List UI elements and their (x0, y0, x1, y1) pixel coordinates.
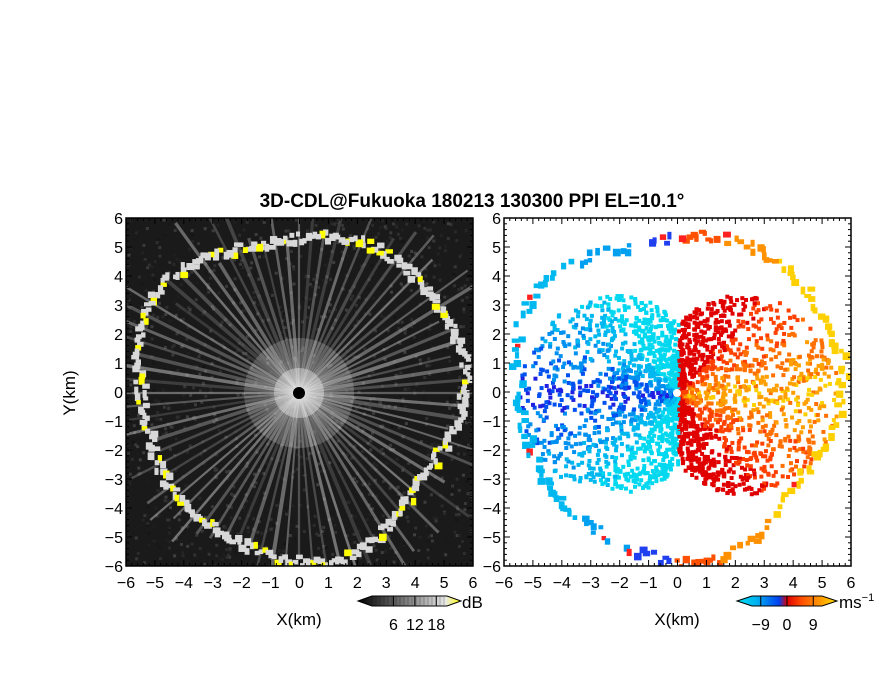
colorbar-tick-label: 12 (406, 617, 424, 634)
x-tick-label: 5 (440, 575, 449, 592)
colorbar-tick-label: −9 (752, 617, 770, 634)
reflectivity-boundary-echo (131, 229, 473, 566)
reflectivity-colorbar: 6 12 18 dB (356, 593, 483, 634)
x-tick-label: −6 (495, 575, 513, 592)
x-tick-label: −4 (553, 575, 571, 592)
velocity-center-marker (673, 389, 681, 397)
reflectivity-colorbar-unit: dB (462, 593, 483, 612)
y-tick-label: −1 (483, 414, 501, 431)
colorbar-tick-label: 18 (427, 617, 445, 634)
figure-title: 3D-CDL@Fukuoka 180213 130300 PPI EL=10.1… (260, 191, 685, 212)
colorbar-tick-label: 9 (809, 617, 818, 634)
colorbar-tick-label: 6 (389, 617, 398, 634)
reflectivity-colorbar-scale (356, 595, 463, 607)
y-tick-label: 0 (114, 385, 123, 402)
x-tick-label: −1 (261, 575, 279, 592)
velocity-panel: −6 −5 −4 −3 −2 −1 0 1 2 3 4 5 6 −6 −5 −4 −3 −2 −1 0 1 2 3 4 5 6 X… (483, 211, 874, 634)
y-tick-label: −5 (483, 530, 501, 547)
x-tick-label: −4 (175, 575, 193, 592)
x-tick-label: 6 (847, 575, 856, 592)
y-tick-label: 4 (492, 269, 501, 286)
y-tick-label: 6 (114, 211, 123, 228)
x-tick-label: 4 (411, 575, 420, 592)
y-tick-label: −4 (483, 501, 501, 518)
y-tick-label: −6 (483, 559, 501, 576)
y-tick-label: −1 (105, 414, 123, 431)
x-tick-label: −5 (146, 575, 164, 592)
y-tick-label: 1 (492, 356, 501, 373)
x-tick-label: 5 (818, 575, 827, 592)
velocity-colorbar: −9 0 9 ms−1 (735, 592, 874, 634)
colorbar-tick-label: 0 (783, 617, 792, 634)
x-tick-label: 4 (789, 575, 798, 592)
y-tick-label: −3 (483, 472, 501, 489)
x-tick-label: 0 (295, 575, 304, 592)
velocity-core (518, 294, 841, 497)
x-tick-label: −1 (639, 575, 657, 592)
y-tick-label: 3 (114, 298, 123, 315)
y-tick-label: −4 (105, 501, 123, 518)
left-xlabel: X(km) (276, 610, 321, 629)
x-tick-label: −3 (582, 575, 600, 592)
x-tick-label: 6 (469, 575, 478, 592)
radar-center-marker (293, 387, 305, 399)
x-tick-label: 2 (353, 575, 362, 592)
x-tick-label: 3 (760, 575, 769, 592)
y-tick-label: 3 (492, 298, 501, 315)
y-tick-label: 2 (492, 327, 501, 344)
y-tick-label: 6 (492, 211, 501, 228)
x-tick-label: 1 (702, 575, 711, 592)
y-tick-label: −2 (483, 443, 501, 460)
x-tick-label: −3 (204, 575, 222, 592)
y-tick-label: 1 (114, 356, 123, 373)
y-tick-label: 5 (114, 240, 123, 257)
x-tick-label: −5 (524, 575, 542, 592)
y-tick-label: −6 (105, 559, 123, 576)
y-tick-label: 4 (114, 269, 123, 286)
y-tick-label: −3 (105, 472, 123, 489)
x-tick-label: 1 (324, 575, 333, 592)
x-tick-label: 2 (731, 575, 740, 592)
x-tick-label: −2 (611, 575, 629, 592)
right-xlabel: X(km) (654, 610, 699, 629)
reflectivity-streaks (126, 218, 473, 566)
x-tick-label: 0 (673, 575, 682, 592)
x-tick-label: −6 (117, 575, 135, 592)
y-tick-label: 0 (492, 385, 501, 402)
left-ylabel: Y(km) (60, 370, 79, 415)
y-tick-label: 5 (492, 240, 501, 257)
x-tick-label: −2 (233, 575, 251, 592)
y-tick-label: 2 (114, 327, 123, 344)
x-tick-label: 3 (382, 575, 391, 592)
y-tick-label: −2 (105, 443, 123, 460)
y-tick-label: −5 (105, 530, 123, 547)
velocity-boundary-echo (508, 229, 851, 566)
velocity-colorbar-unit: ms−1 (839, 592, 874, 612)
